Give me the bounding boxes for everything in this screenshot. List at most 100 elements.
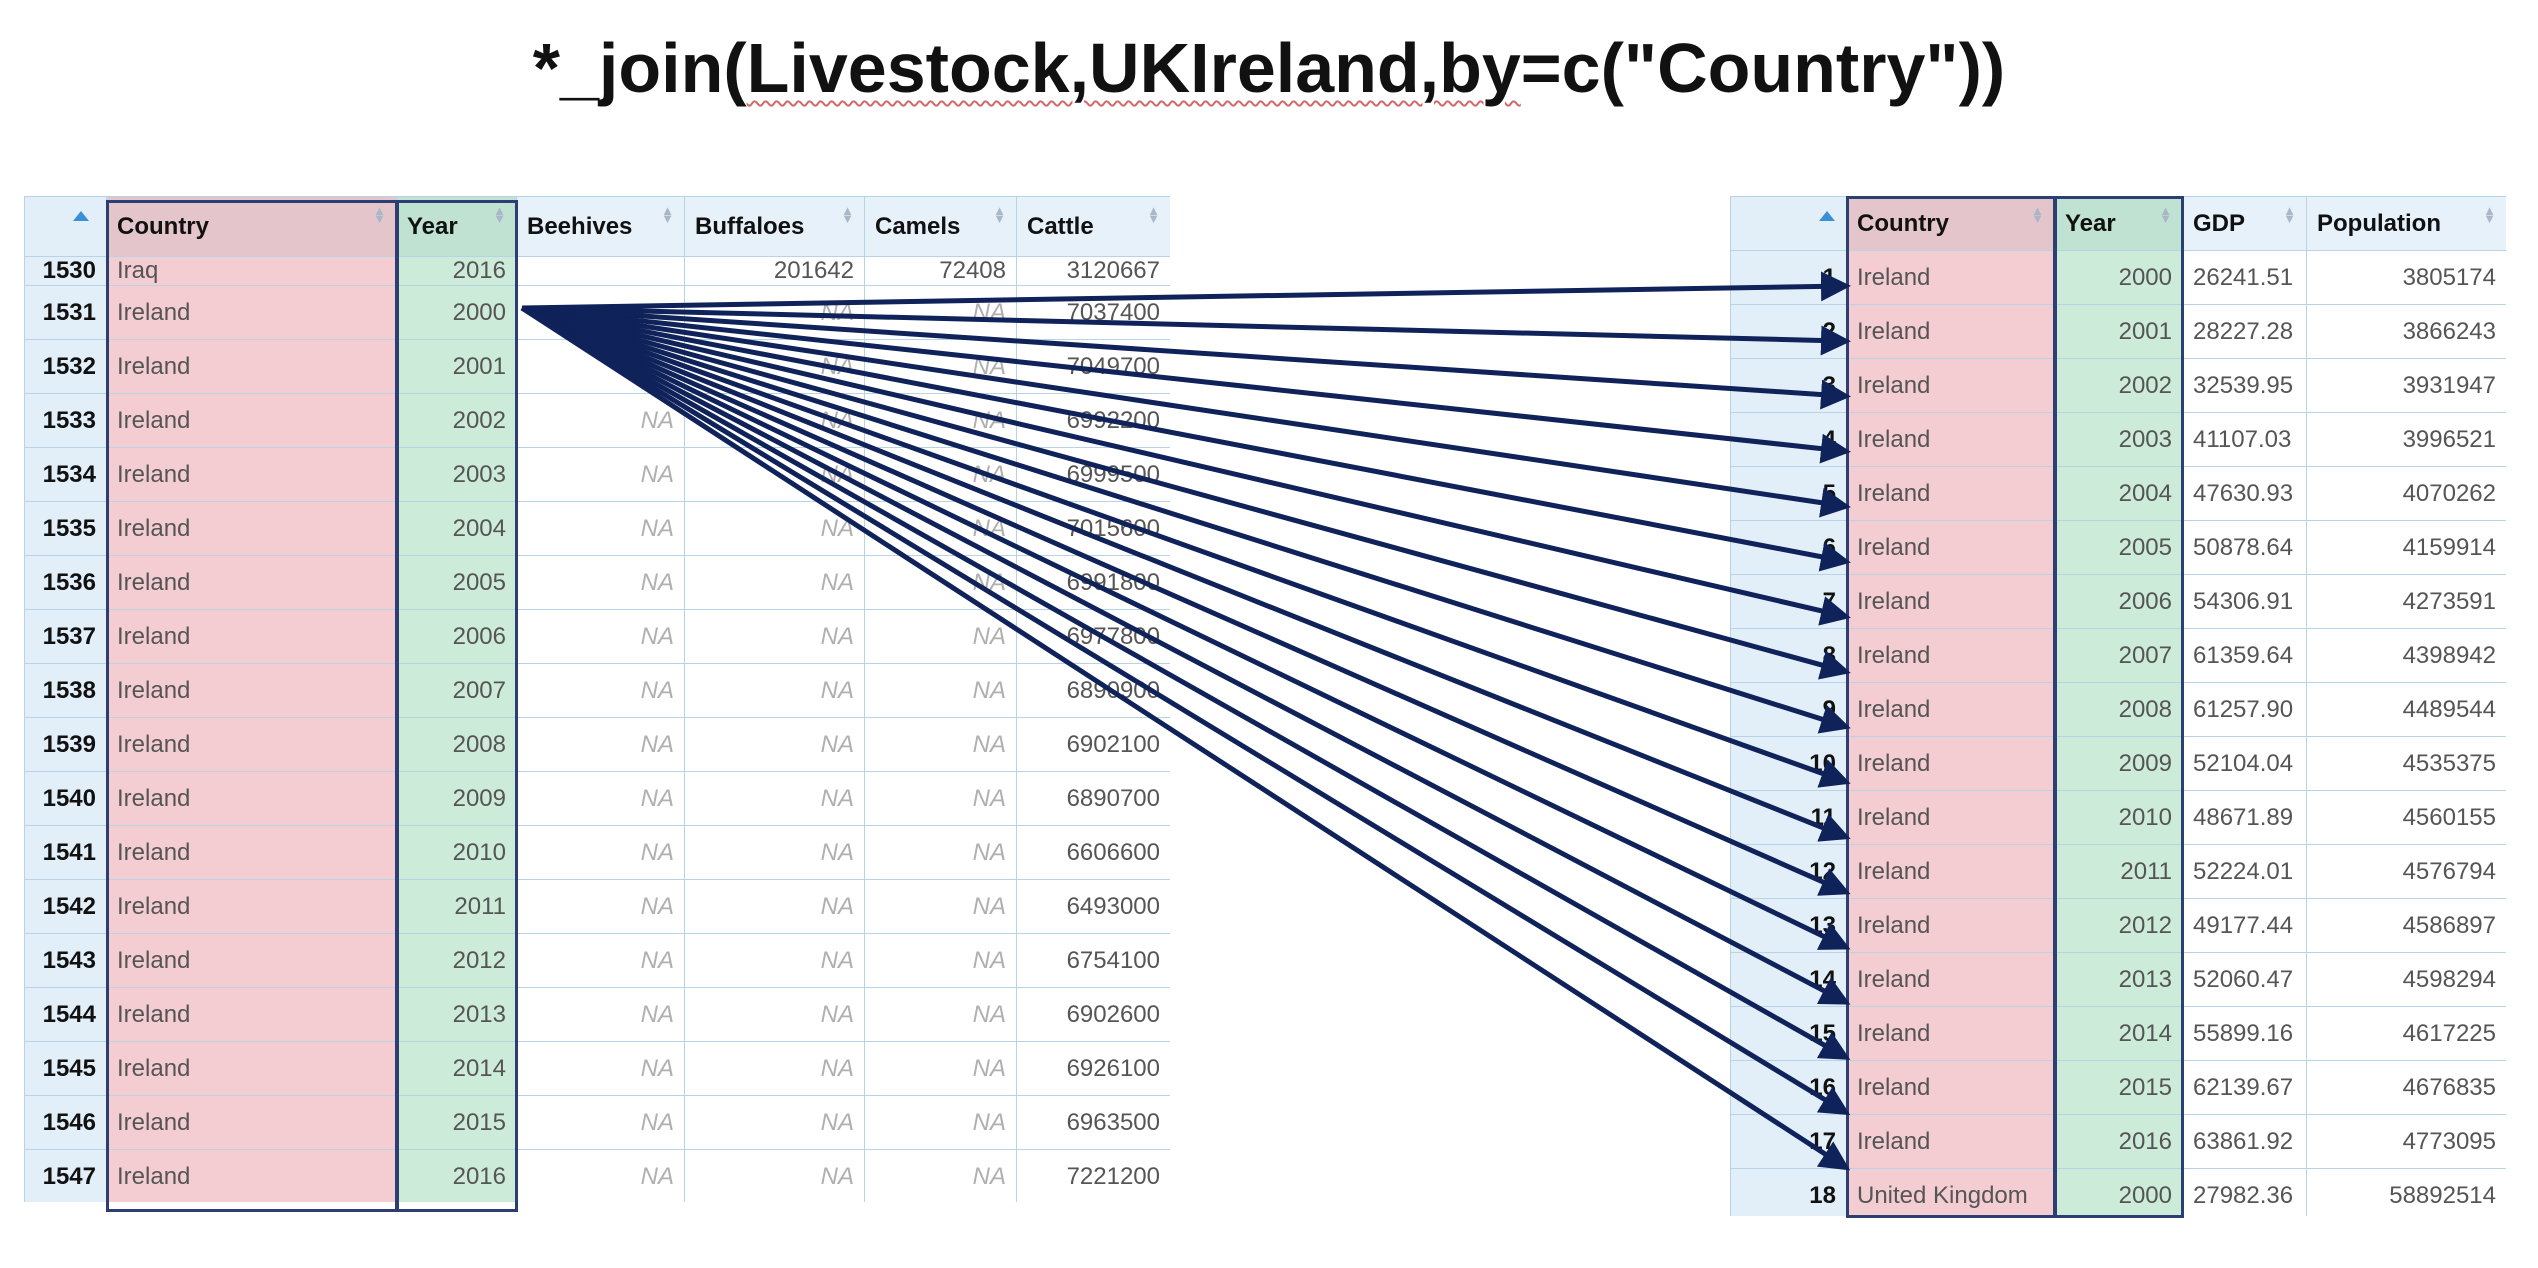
cell-country: Ireland — [1846, 250, 2055, 305]
table-row[interactable]: 1538Ireland2007NANANA6890900 — [24, 663, 1170, 718]
sort-ascending-icon — [73, 211, 89, 221]
title-suffix: =c("Country")) — [1520, 29, 2006, 107]
cell-country: Ireland — [1846, 1114, 2055, 1169]
table-row[interactable]: 6 Ireland 2005 50878.64 4159914 — [1730, 520, 2506, 575]
cell-country: Ireland — [1846, 736, 2055, 791]
table-row[interactable]: 1540 Ireland 2009 NA NA NA 6890700 — [24, 771, 1170, 826]
cell-year: 2005 — [2054, 520, 2183, 575]
cell-year: 2015 — [396, 1095, 517, 1150]
table-row[interactable]: 1544 Ireland 2013 NA NA NA 6902600 — [24, 987, 1170, 1042]
table-row[interactable]: 1531 Ireland 2000 NA NA 7037400 — [24, 285, 1170, 340]
row-number-header[interactable] — [1730, 196, 1847, 251]
cell-country: Ireland — [1846, 898, 2055, 953]
cell-population: 4398942 — [2306, 628, 2506, 683]
cell-camels: NA — [864, 771, 1017, 826]
cell-cattle: 7037400 — [1016, 285, 1170, 340]
cell-year: 2010 — [396, 825, 517, 880]
cell-country: Ireland — [1846, 682, 2055, 737]
table-row[interactable]: 1546 Ireland 2015 NA NA NA 6963500 — [24, 1095, 1170, 1150]
column-header-buffaloes[interactable]: Buffaloes ▲ ▼ — [684, 196, 865, 257]
column-header-beehives[interactable]: Beehives ▲ ▼ — [516, 196, 685, 257]
cell-cattle: 7221200 — [1016, 1149, 1170, 1202]
table-row[interactable]: 1545 Ireland 2014 NA NA NA 6926100 — [24, 1041, 1170, 1096]
cell-beehives: NA — [516, 1095, 685, 1150]
column-header-country[interactable]: Country ▲ ▼ — [106, 196, 397, 257]
cell-year: 2002 — [396, 393, 517, 448]
cell-population: 4617225 — [2306, 1006, 2506, 1061]
cell-cattle: 6890900 — [1016, 663, 1170, 718]
row-number: 1533 — [24, 393, 107, 448]
cell-country: Ireland — [106, 447, 397, 502]
cell-camels: NA — [864, 879, 1017, 934]
table-row[interactable]: 2 Ireland 2001 28227.28 3866243 — [1730, 304, 2506, 359]
join-arrow — [520, 305, 1851, 950]
sort-arrows-icon: ▲ ▼ — [1147, 203, 1160, 226]
sort-arrows-icon: ▲ ▼ — [493, 203, 506, 226]
join-arrow — [521, 305, 1851, 410]
table-row[interactable]: 1547 Ireland 2016 NA NA NA 7221200 — [24, 1149, 1170, 1202]
join-arrow — [521, 305, 1851, 356]
join-arrow — [520, 305, 1851, 1060]
table-row[interactable]: 1 Ireland 2000 26241.51 3805174 — [1730, 250, 2506, 305]
cell-year: 2000 — [2054, 1168, 2183, 1216]
cell-buffaloes: NA — [684, 825, 865, 880]
cell-gdp: 63861.92 — [2182, 1114, 2307, 1169]
table-row[interactable]: 1542 Ireland 2011 NA NA NA 6493000 — [24, 879, 1170, 934]
sort-arrows-icon: ▲ ▼ — [2031, 203, 2044, 226]
cell-gdp: 61359.64 — [2182, 628, 2307, 683]
sort-arrows-icon: ▲ ▼ — [661, 203, 674, 226]
table-row[interactable]: 1537 Ireland 2006 NA NA NA 6977800 — [24, 609, 1170, 664]
title-squiggly-text: Livestock,UKIreland,by — [746, 29, 1521, 107]
row-number: 18 — [1730, 1168, 1847, 1216]
column-header-population[interactable]: Population ▲ ▼ — [2306, 196, 2506, 251]
join-arrow — [520, 305, 1851, 896]
column-header-gdp[interactable]: GDP ▲ ▼ — [2182, 196, 2307, 251]
cell-population: 4489544 — [2306, 682, 2506, 737]
cell-gdp: 52060.47 — [2182, 952, 2307, 1007]
cell-country: Ireland — [1846, 790, 2055, 845]
cell-year: 2003 — [396, 447, 517, 502]
cell-year: 2000 — [2054, 250, 2183, 305]
column-header-year[interactable]: Year ▲ ▼ — [2054, 196, 2183, 251]
table-row[interactable]: 13 Ireland 2012 49177.44 4586897 — [1730, 898, 2506, 953]
sort-arrows-icon: ▲ ▼ — [2483, 203, 2496, 226]
table-row[interactable]: 18 United Kingdom 2000 27982.36 58892514 — [1730, 1168, 2506, 1216]
cell-buffaloes: NA — [684, 771, 865, 826]
ukireland-grid[interactable]: Country ▲ ▼ Year ▲ ▼ GDP ▲ ▼ Population ▲ ▼ 1 Ire… — [1730, 196, 2506, 1216]
table-row[interactable]: 1539 Ireland 2008 NA NA NA 6902100 — [24, 717, 1170, 772]
cell-year: 2001 — [2054, 304, 2183, 359]
column-header-cattle[interactable]: Cattle ▲ ▼ — [1016, 196, 1170, 257]
cell-beehives: NA — [516, 717, 685, 772]
join-arrow — [521, 305, 1851, 734]
cell-camels: NA — [864, 1041, 1017, 1096]
cell-year: 2008 — [396, 717, 517, 772]
column-header-year[interactable]: Year ▲ ▼ — [396, 196, 517, 257]
cell-buffaloes: NA — [684, 987, 865, 1042]
join-arrow — [521, 305, 1851, 464]
cell-cattle: 6902100 — [1016, 717, 1170, 772]
cell-buffaloes: NA — [684, 717, 865, 772]
livestock-grid[interactable]: Country ▲ ▼ Year ▲ ▼ Beehives ▲ ▼ Buffaloes ▲ ▼ … — [24, 196, 1170, 1202]
cell-beehives: NA — [516, 825, 685, 880]
cell-population: 4159914 — [2306, 520, 2506, 575]
table-row[interactable]: 1541 Ireland 2010 NA NA NA 6606600 — [24, 825, 1170, 880]
join-arrow — [521, 305, 1851, 626]
row-number: 1541 — [24, 825, 107, 880]
cell-year: 2013 — [396, 987, 517, 1042]
column-header-camels[interactable]: Camels ▲ ▼ — [864, 196, 1017, 257]
cell-camels: NA — [864, 1095, 1017, 1150]
cell-beehives: NA — [516, 555, 685, 610]
cell-population: 3931947 — [2306, 358, 2506, 413]
table-row[interactable]: 1534Ireland2003NANANA6999500 — [24, 447, 1170, 502]
cell-country: Ireland — [106, 339, 397, 394]
cell-gdp: 48671.89 — [2182, 790, 2307, 845]
cell-gdp: 47630.93 — [2182, 466, 2307, 521]
cell-gdp: 27982.36 — [2182, 1168, 2307, 1216]
cell-country: Ireland — [1846, 520, 2055, 575]
table-row[interactable]: 4 Ireland 2003 41107.03 3996521 — [1730, 412, 2506, 467]
cell-country: Ireland — [1846, 628, 2055, 683]
table-row[interactable]: 11 Ireland 2010 48671.89 4560155 — [1730, 790, 2506, 845]
cell-country: Iraq — [106, 256, 397, 286]
table-row[interactable]: 1543 Ireland 2012 NA NA NA 6754100 — [24, 933, 1170, 988]
cell-country: Ireland — [1846, 466, 2055, 521]
